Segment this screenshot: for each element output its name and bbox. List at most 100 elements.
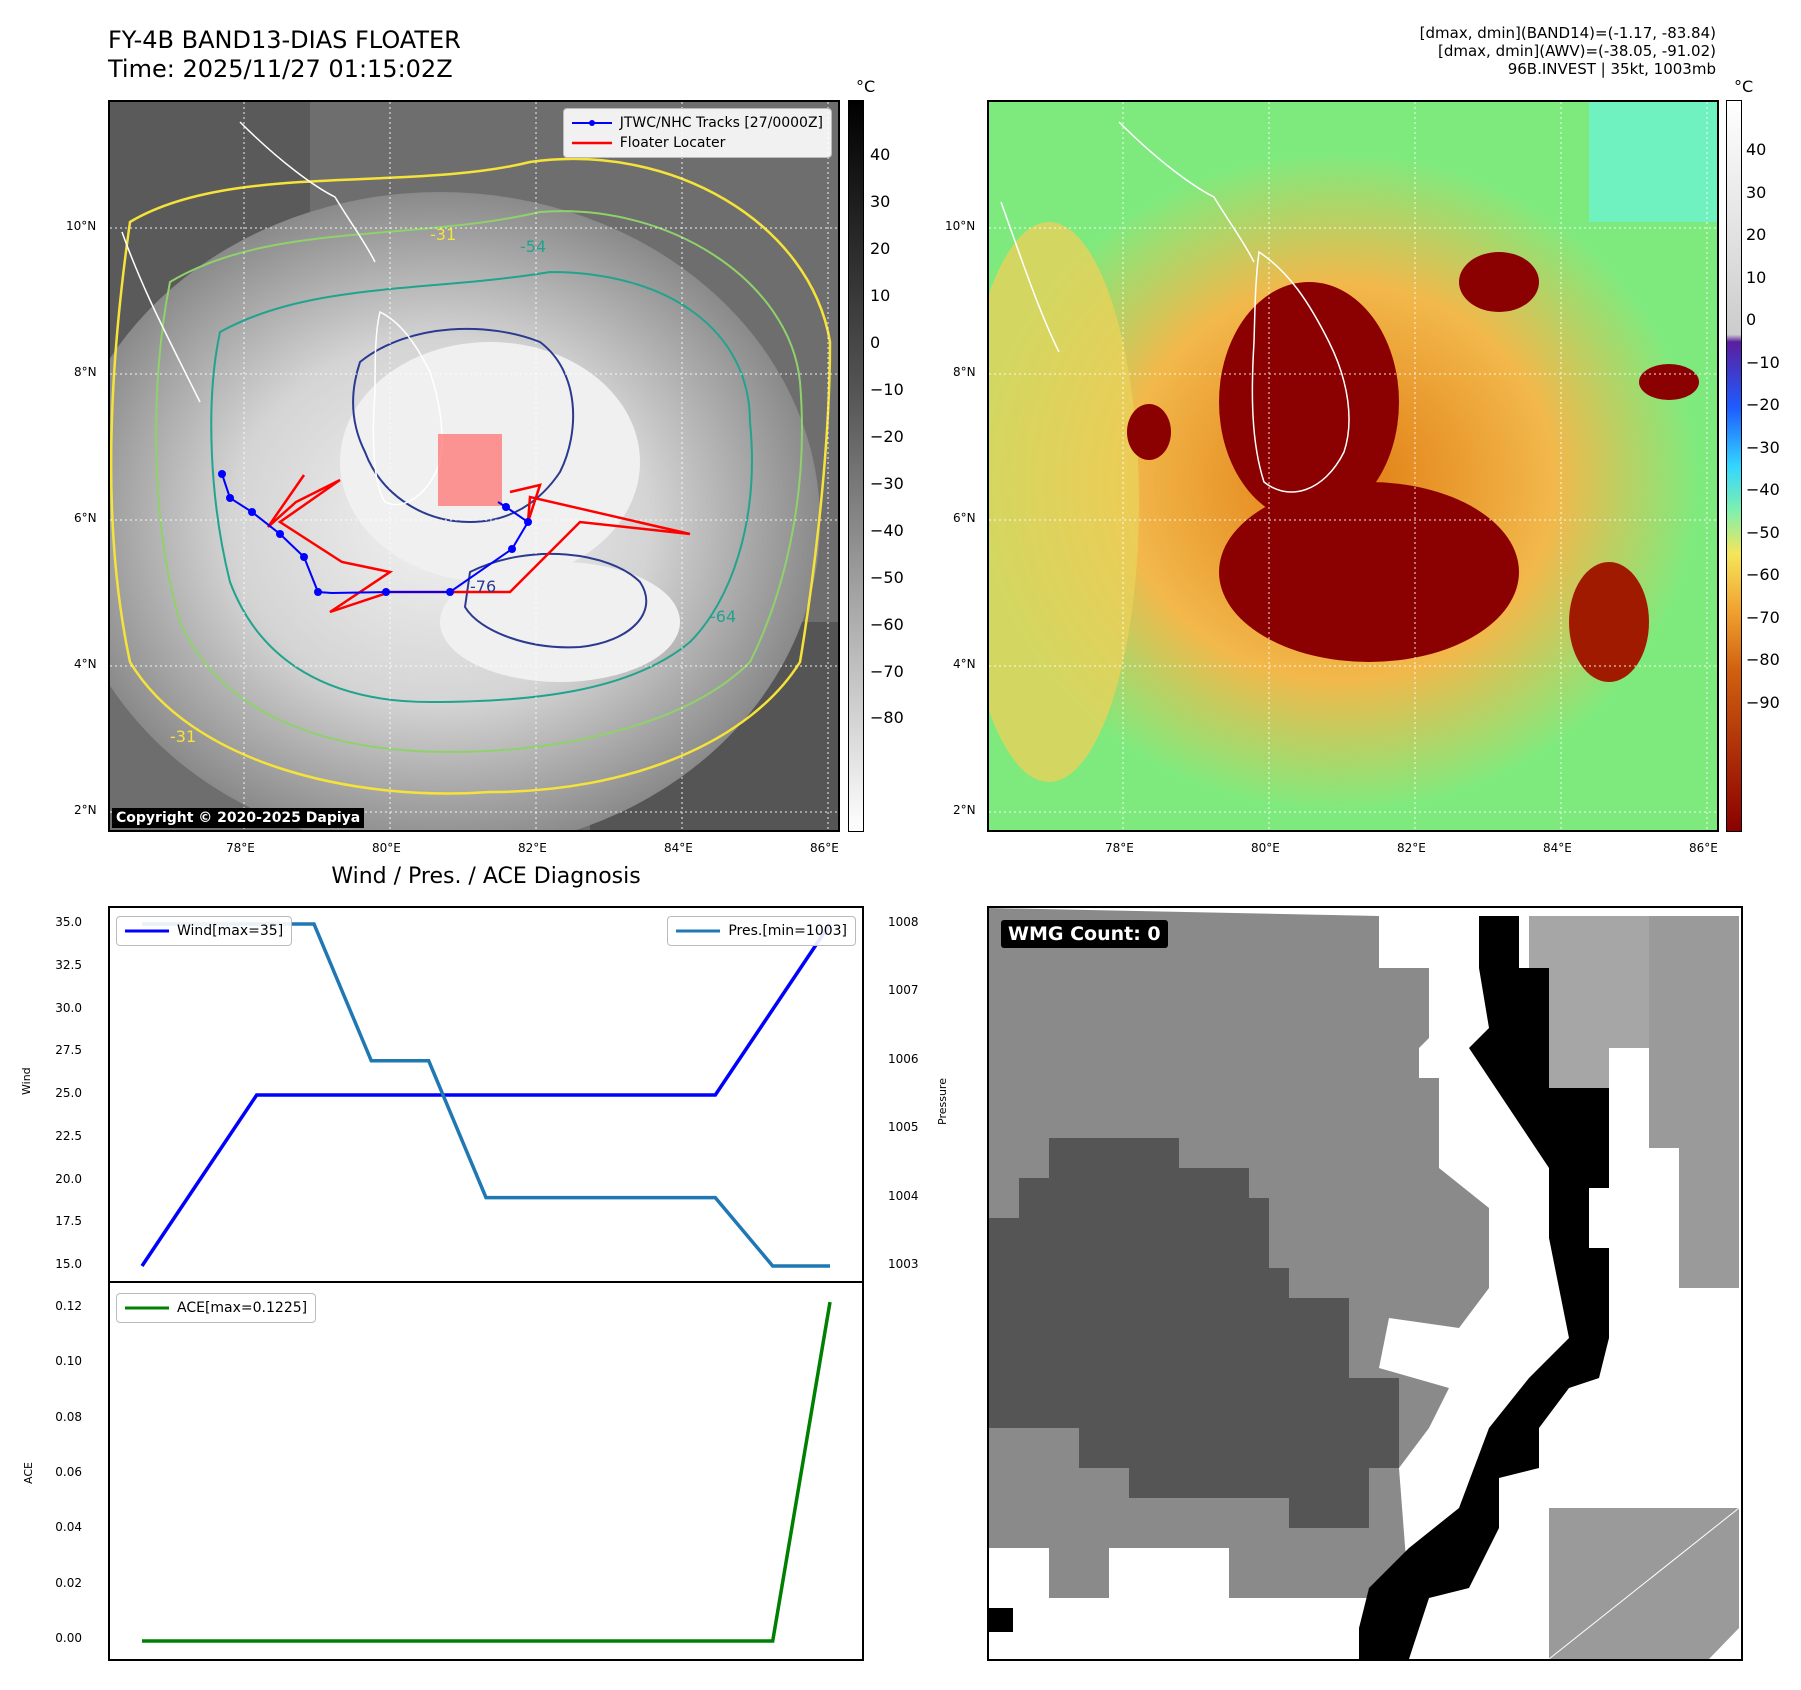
- ace-legend-label: ACE[max=0.1225]: [177, 1300, 308, 1316]
- legend-track-label: JTWC/NHC Tracks [27/0000Z]: [619, 115, 823, 131]
- pressure-axis-tick: 1007: [888, 983, 919, 998]
- ace-axis-tick: 0.12: [55, 1299, 82, 1313]
- ir-map-canvas: -31 -31 -54 -64 -76: [110, 102, 838, 830]
- contour-label-54: -54: [520, 237, 546, 256]
- title-line-1: FY-4B BAND13-DIAS FLOATER: [108, 26, 461, 54]
- wind-axis-tick: 15.0: [55, 1257, 82, 1271]
- pressure-axis-tick: 1008: [888, 915, 919, 929]
- wmg-cell-black: [989, 1608, 1013, 1632]
- wind-axis-tick: 27.5: [55, 1043, 82, 1058]
- wv-colorbar-tick: 10: [1746, 267, 1767, 287]
- wind-line: [140, 923, 832, 1267]
- wv-map-panel: [987, 100, 1719, 832]
- stats-line-1: [dmax, dmin](BAND14)=(-1.17, -83.84): [1419, 24, 1716, 42]
- legend-floater: Floater Locater: [571, 133, 823, 153]
- wv-colorbar-tick: −90: [1746, 692, 1780, 712]
- wv-coastline-india: [1000, 121, 1255, 353]
- wv-cold-core-north: [1219, 282, 1399, 522]
- pressure-axis-tick: 1003: [888, 1257, 919, 1271]
- ace-legend-row: ACE[max=0.1225]: [125, 1298, 307, 1318]
- ir-colorbar-tick: −10: [870, 379, 904, 399]
- jtwc-track-points: [218, 470, 532, 596]
- ir-colorbar-unit: °C: [856, 77, 876, 96]
- contour-label-31-b: -31: [430, 225, 456, 244]
- ir-lat-4: 4°N: [74, 657, 97, 671]
- contour-54: [155, 210, 803, 754]
- ace-axis-tick: 0.02: [55, 1575, 82, 1590]
- copyright-badge: Copyright © 2020-2025 Dapiya: [112, 808, 365, 828]
- ir-colorbar-tick: 0: [870, 332, 881, 352]
- ir-lon-82: 82°E: [518, 841, 547, 855]
- stats-line-3: 96B.INVEST | 35kt, 1003mb: [1507, 60, 1716, 78]
- ir-colorbar-tick: −40: [870, 520, 904, 540]
- ace-axis-tick: 0.06: [55, 1465, 82, 1479]
- wv-colorbar-tick: −80: [1746, 650, 1780, 670]
- wv-colorbar: [1726, 100, 1742, 832]
- stats-line-2: [dmax, dmin](AWV)=(-38.05, -91.02): [1437, 42, 1716, 60]
- ir-lat-6: 6°N: [74, 511, 97, 525]
- ir-colorbar-tick: −80: [870, 708, 904, 728]
- wind-axis-tick: 17.5: [55, 1214, 82, 1229]
- wmg-canvas: [989, 908, 1741, 1659]
- wv-colorbar-tick: −20: [1746, 395, 1780, 415]
- wv-lat-10: 10°N: [945, 219, 976, 233]
- ace-chart: ACE[max=0.1225]: [108, 1281, 864, 1661]
- wv-colorbar-tick: 0: [1746, 310, 1757, 330]
- ace-axis-tick: 0.10: [55, 1354, 82, 1369]
- ir-lat-8: 8°N: [74, 365, 97, 379]
- wind-pressure-canvas: [140, 922, 832, 1268]
- wind-legend-label: Wind[max=35]: [177, 923, 284, 939]
- wmg-region-light-ne: [1529, 916, 1669, 1088]
- wmg-region-east-strip: [1649, 916, 1739, 1288]
- ir-lon-86: 86°E: [810, 841, 839, 855]
- wmg-coast-line: [1548, 1507, 1740, 1659]
- wv-lon-84: 84°E: [1543, 841, 1572, 855]
- wv-colorbar-tick: −70: [1746, 607, 1780, 627]
- ir-colorbar-tick: −60: [870, 614, 904, 634]
- wind-axis-label: Wind: [20, 1067, 33, 1095]
- contour-64: [210, 270, 753, 704]
- wv-cell-west: [1127, 404, 1171, 460]
- ir-map-panel: -31 -31 -54 -64 -76 JTWC/NHC Tracks [27/…: [108, 100, 840, 832]
- ace-canvas: [142, 1301, 832, 1643]
- wv-lat-2: 2°N: [953, 803, 976, 817]
- wind-axis-tick: 25.0: [55, 1086, 82, 1100]
- ir-lon-84: 84°E: [664, 841, 693, 855]
- wv-colorbar-tick: 20: [1746, 225, 1767, 245]
- ace-axis-tick: 0.00: [55, 1631, 82, 1645]
- wmg-count-badge: WMG Count: 0: [1001, 920, 1168, 948]
- ir-colorbar-tick: −30: [870, 473, 904, 493]
- wind-axis-tick: 30.0: [55, 1000, 82, 1015]
- pressure-axis-label: Pressure: [936, 1078, 949, 1125]
- pressure-legend-swatch: [676, 929, 721, 933]
- coastline-india: [121, 121, 376, 403]
- wv-lat-6: 6°N: [953, 511, 976, 525]
- title-line-2: Time: 2025/11/27 01:15:02Z: [108, 55, 453, 83]
- wv-moist-region-ne: [1589, 102, 1717, 222]
- wv-lon-82: 82°E: [1397, 841, 1426, 855]
- floater-box: [438, 434, 502, 506]
- pressure-axis-tick: 1006: [888, 1051, 919, 1066]
- wv-lon-80: 80°E: [1251, 841, 1280, 855]
- wind-axis-tick: 35.0: [55, 915, 82, 929]
- ace-line: [142, 1301, 832, 1643]
- ir-colorbar-tick: −70: [870, 661, 904, 681]
- wmg-region-dark: [989, 1138, 1399, 1528]
- contour-31: [110, 157, 832, 795]
- pressure-legend-label: Pres.[min=1003]: [728, 923, 847, 939]
- wv-colorbar-tick: −50: [1746, 522, 1780, 542]
- wv-cell-east: [1639, 364, 1699, 400]
- pressure-legend-row: Pres.[min=1003]: [676, 921, 847, 941]
- ace-axis-tick: 0.04: [55, 1520, 82, 1535]
- pressure-legend: Pres.[min=1003]: [667, 916, 856, 946]
- wv-colorbar-tick: −10: [1746, 352, 1780, 372]
- wv-coastline-sri-lanka: [1251, 250, 1350, 493]
- ir-colorbar-tick: 20: [870, 238, 891, 258]
- wv-lon-78: 78°E: [1105, 841, 1134, 855]
- wv-colorbar-tick: 30: [1746, 182, 1767, 202]
- stats-block: [dmax, dmin](BAND14)=(-1.17, -83.84) [dm…: [1116, 24, 1716, 78]
- ir-colorbar: [848, 100, 864, 832]
- wv-cell-se: [1569, 562, 1649, 682]
- wind-axis-tick: 22.5: [55, 1128, 82, 1143]
- ir-colorbar-tick: −50: [870, 567, 904, 587]
